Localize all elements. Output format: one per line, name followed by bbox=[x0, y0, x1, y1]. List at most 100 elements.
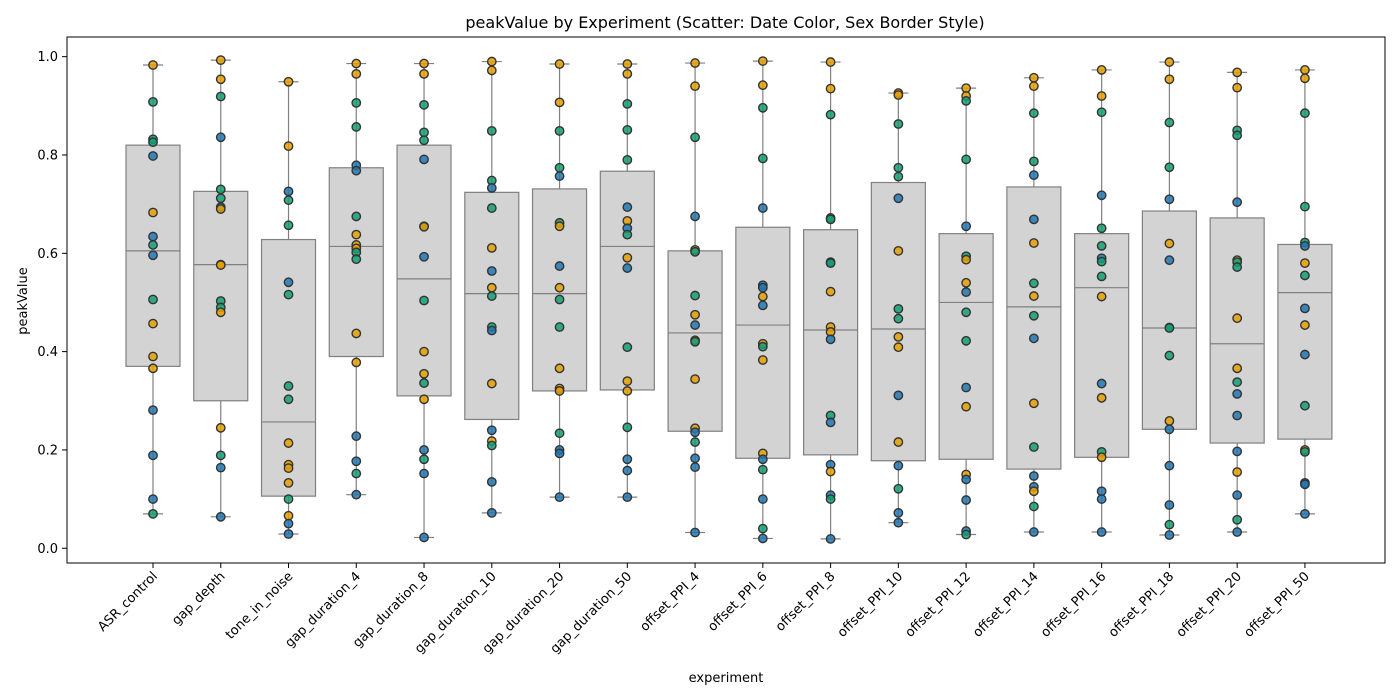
data-point bbox=[554, 221, 565, 232]
data-point bbox=[1232, 313, 1243, 324]
data-point bbox=[419, 468, 429, 479]
data-point bbox=[1096, 223, 1107, 234]
data-point bbox=[283, 463, 294, 474]
data-point bbox=[1028, 527, 1039, 537]
data-point bbox=[1028, 72, 1039, 83]
data-point bbox=[419, 127, 429, 138]
data-point bbox=[961, 277, 972, 288]
data-point bbox=[215, 511, 226, 522]
data-point bbox=[554, 294, 565, 305]
data-point bbox=[351, 229, 362, 240]
data-point bbox=[622, 492, 633, 503]
data-point bbox=[757, 341, 768, 352]
data-point bbox=[554, 363, 565, 374]
data-point bbox=[622, 98, 633, 109]
data-point bbox=[757, 80, 768, 91]
data-point bbox=[825, 494, 836, 504]
data-point bbox=[690, 290, 700, 301]
data-point bbox=[622, 59, 633, 69]
data-point bbox=[1232, 377, 1243, 387]
data-point bbox=[1300, 258, 1310, 269]
data-point bbox=[351, 211, 362, 222]
data-point bbox=[283, 195, 294, 206]
data-point bbox=[622, 376, 633, 387]
data-point bbox=[690, 246, 700, 257]
data-point bbox=[351, 97, 362, 108]
data-point bbox=[622, 386, 633, 396]
data-point bbox=[825, 83, 836, 94]
data-point bbox=[961, 335, 972, 346]
data-point bbox=[1028, 278, 1039, 289]
box-iqr bbox=[396, 144, 452, 397]
data-point bbox=[757, 203, 768, 213]
data-point bbox=[215, 422, 226, 433]
data-point bbox=[148, 494, 158, 504]
x-tick-label: offset_PPI_16 bbox=[1038, 569, 1109, 640]
data-point bbox=[283, 394, 294, 405]
data-point bbox=[961, 96, 972, 106]
data-point bbox=[351, 165, 362, 176]
data-point bbox=[486, 125, 497, 136]
data-point bbox=[148, 231, 158, 242]
data-point bbox=[1028, 291, 1039, 301]
x-tick-label: offset_PPI_18 bbox=[1106, 569, 1177, 640]
data-point bbox=[1164, 194, 1175, 205]
data-point bbox=[215, 260, 226, 270]
data-point bbox=[690, 336, 700, 347]
data-point bbox=[351, 468, 362, 479]
data-point bbox=[1096, 190, 1107, 201]
data-point bbox=[893, 390, 904, 401]
data-point bbox=[1028, 471, 1039, 481]
data-point bbox=[554, 428, 565, 439]
data-point bbox=[283, 277, 294, 288]
data-point bbox=[1028, 170, 1039, 181]
data-point bbox=[148, 137, 158, 148]
data-point bbox=[419, 99, 429, 110]
data-point bbox=[757, 300, 768, 311]
data-point bbox=[1300, 479, 1310, 490]
data-point bbox=[757, 454, 768, 465]
data-point bbox=[1300, 241, 1310, 251]
data-point bbox=[1028, 486, 1039, 497]
data-point bbox=[215, 91, 226, 102]
data-point bbox=[690, 462, 700, 473]
data-point bbox=[1232, 410, 1243, 421]
box-group bbox=[1209, 71, 1265, 533]
data-point bbox=[215, 307, 226, 318]
data-point bbox=[961, 287, 972, 298]
data-point bbox=[1096, 494, 1107, 504]
data-point bbox=[825, 534, 836, 544]
data-point bbox=[1300, 65, 1310, 75]
data-point bbox=[283, 494, 294, 504]
data-point bbox=[215, 55, 226, 66]
data-point bbox=[757, 464, 768, 475]
data-point bbox=[1164, 500, 1175, 510]
data-point bbox=[554, 59, 565, 69]
data-point bbox=[690, 437, 700, 447]
data-point bbox=[757, 56, 768, 66]
data-point bbox=[1028, 333, 1039, 344]
data-point bbox=[1232, 67, 1243, 78]
data-point bbox=[148, 60, 158, 70]
data-point bbox=[1028, 108, 1039, 119]
data-point bbox=[1164, 117, 1175, 128]
y-tick-label: 0.4 bbox=[37, 345, 58, 360]
data-point bbox=[1028, 238, 1039, 248]
data-point bbox=[486, 476, 497, 487]
data-point bbox=[825, 466, 836, 477]
data-point bbox=[148, 207, 158, 218]
data-point bbox=[351, 254, 362, 265]
y-tick-label: 0.0 bbox=[37, 542, 58, 557]
data-point bbox=[622, 68, 633, 79]
data-point bbox=[1096, 392, 1107, 403]
data-point bbox=[419, 368, 429, 379]
data-point bbox=[419, 58, 429, 69]
data-point bbox=[1028, 398, 1039, 409]
data-point bbox=[351, 489, 362, 500]
data-point bbox=[893, 483, 904, 494]
data-point bbox=[554, 386, 565, 396]
data-point bbox=[215, 193, 226, 204]
data-point bbox=[419, 445, 429, 455]
data-point bbox=[1164, 255, 1175, 266]
data-point bbox=[215, 184, 226, 195]
